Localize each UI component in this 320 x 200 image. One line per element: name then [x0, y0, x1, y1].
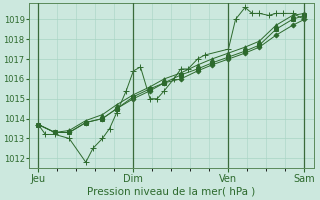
X-axis label: Pression niveau de la mer( hPa ): Pression niveau de la mer( hPa ): [87, 187, 255, 197]
